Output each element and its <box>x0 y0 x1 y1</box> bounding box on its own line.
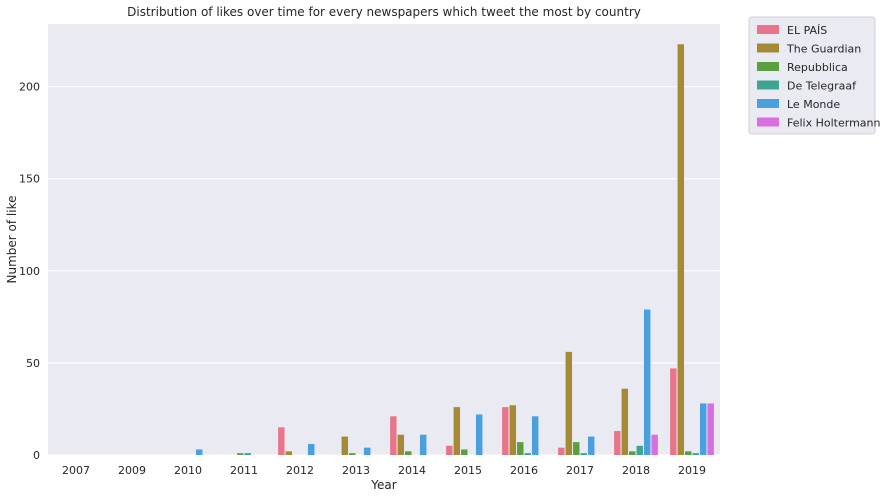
bar <box>285 451 293 455</box>
x-tick-label: 2014 <box>398 464 426 477</box>
bar <box>453 407 461 455</box>
bar <box>278 427 285 455</box>
x-tick-label: 2017 <box>566 464 594 477</box>
x-tick-label: 2011 <box>230 464 258 477</box>
legend-entry: Felix Holtermann <box>787 117 881 130</box>
legend-swatch <box>757 43 779 53</box>
legend-entry: De Telegraaf <box>787 80 857 93</box>
gridlines <box>48 86 720 456</box>
x-tick-labels: 2007 2009 2010 2011 2012 2013 2014 2015 2016 2017… <box>62 464 706 477</box>
bar <box>475 414 483 455</box>
x-tick-label: 2016 <box>510 464 538 477</box>
bar <box>502 407 509 455</box>
bar <box>629 451 636 455</box>
legend-swatch <box>757 80 779 90</box>
legend-entry: Le Monde <box>787 98 840 111</box>
x-tick-label: 2013 <box>342 464 370 477</box>
bar <box>237 453 244 455</box>
bar <box>363 447 371 455</box>
bar <box>643 309 651 455</box>
bar <box>565 351 573 455</box>
bar <box>685 451 692 455</box>
y-tick-labels: 0 50 100 150 200 <box>19 81 40 462</box>
legend-entry: The Guardian <box>786 43 861 56</box>
bar <box>390 416 397 455</box>
bar <box>621 388 629 455</box>
x-tick-label: 2010 <box>174 464 202 477</box>
bar <box>349 453 356 455</box>
bar <box>531 416 539 455</box>
bar <box>558 447 565 455</box>
legend-swatch <box>757 117 779 127</box>
legend-entry: EL PAÍS <box>787 24 827 37</box>
bar <box>461 449 468 455</box>
legend: EL PAÍS The Guardian Repubblica De Telegraa… <box>748 16 881 135</box>
bar <box>573 442 580 455</box>
legend-entry: Repubblica <box>787 61 848 74</box>
bar <box>524 453 531 455</box>
bar <box>405 451 412 455</box>
x-tick-label: 2009 <box>118 464 146 477</box>
legend-swatch <box>757 99 779 108</box>
bar <box>419 434 427 455</box>
legend-swatch <box>757 62 779 71</box>
bar <box>195 449 203 455</box>
bar <box>587 436 595 455</box>
bar <box>651 434 658 455</box>
bar <box>707 403 714 455</box>
bar <box>692 453 699 455</box>
bar <box>614 431 621 455</box>
bar <box>677 44 685 456</box>
x-tick-label: 2019 <box>678 464 706 477</box>
chart-title: Distribution of likes over time for ever… <box>127 5 641 19</box>
y-tick-label: 50 <box>26 357 40 370</box>
bar <box>580 453 587 455</box>
bar <box>244 453 251 455</box>
bar <box>307 443 315 455</box>
x-tick-label: 2007 <box>62 464 90 477</box>
bar <box>446 445 453 455</box>
y-tick-label: 0 <box>33 449 40 462</box>
y-tick-label: 150 <box>19 173 40 186</box>
x-tick-label: 2018 <box>622 464 650 477</box>
bar <box>670 368 677 455</box>
bar <box>636 445 643 455</box>
plot-background <box>48 24 720 455</box>
x-axis-label: Year <box>370 478 396 492</box>
y-tick-label: 100 <box>19 265 40 278</box>
bar <box>509 405 517 455</box>
y-axis-label: Number of like <box>5 196 19 284</box>
bar <box>517 442 524 455</box>
x-tick-label: 2015 <box>454 464 482 477</box>
bars <box>195 44 714 456</box>
legend-swatch <box>757 25 779 34</box>
bar <box>397 434 405 455</box>
bar <box>341 436 349 455</box>
x-tick-label: 2012 <box>286 464 314 477</box>
legend-frame <box>748 16 876 135</box>
bar <box>699 403 707 455</box>
y-tick-label: 200 <box>19 81 40 94</box>
